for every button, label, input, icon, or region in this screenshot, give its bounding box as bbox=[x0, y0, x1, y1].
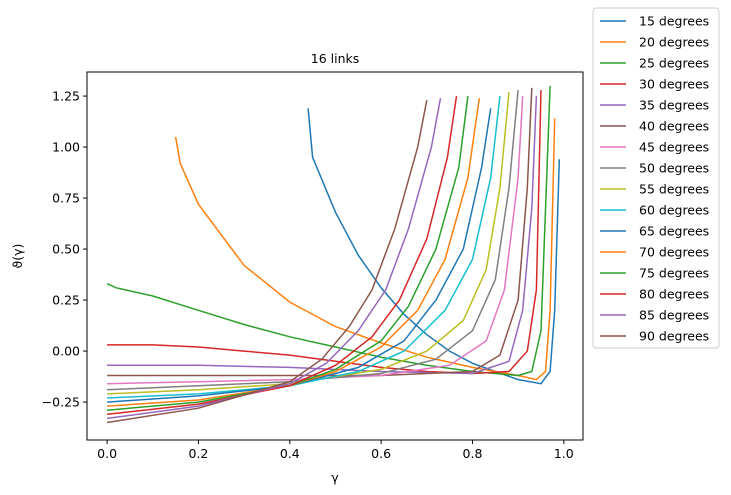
y-tick-label: 0.25 bbox=[52, 293, 80, 308]
x-tick-label: 0.0 bbox=[97, 446, 117, 461]
legend-label: 20 degrees bbox=[639, 35, 709, 50]
series-line bbox=[107, 108, 492, 403]
legend-label: 85 degrees bbox=[639, 308, 709, 323]
legend-label: 90 degrees bbox=[639, 329, 709, 344]
series-line bbox=[107, 96, 524, 385]
x-tick-label: 1.0 bbox=[554, 446, 574, 461]
series-line bbox=[174, 118, 556, 381]
series-line bbox=[107, 89, 542, 375]
y-tick-label: −0.25 bbox=[42, 395, 80, 410]
series-line bbox=[307, 108, 561, 385]
x-tick-label: 0.8 bbox=[463, 446, 483, 461]
legend-label: 60 degrees bbox=[639, 203, 709, 218]
legend-label: 80 degrees bbox=[639, 287, 709, 302]
legend-label: 35 degrees bbox=[639, 98, 709, 113]
series-line bbox=[107, 96, 538, 375]
x-tick-label: 0.6 bbox=[371, 446, 391, 461]
chart-title: 16 links bbox=[311, 51, 360, 66]
legend-label: 45 degrees bbox=[639, 140, 709, 155]
x-tick-label: 0.2 bbox=[188, 446, 208, 461]
legend-box bbox=[592, 7, 720, 349]
y-axis-label: ϑ(γ) bbox=[10, 244, 25, 269]
series-line bbox=[106, 100, 428, 424]
series-line bbox=[107, 89, 519, 391]
y-tick-label: 1.00 bbox=[52, 140, 80, 155]
x-axis-label: γ bbox=[331, 470, 339, 485]
series-line bbox=[107, 97, 481, 407]
legend-label: 55 degrees bbox=[639, 182, 709, 197]
y-tick-label: 1.25 bbox=[52, 89, 80, 104]
series-line bbox=[107, 96, 501, 399]
legend-label: 50 degrees bbox=[639, 161, 709, 176]
series-line bbox=[107, 96, 469, 411]
plot-frame bbox=[86, 71, 584, 441]
legend-label: 70 degrees bbox=[639, 245, 709, 260]
legend-label: 25 degrees bbox=[639, 56, 709, 71]
legend-label: 15 degrees bbox=[639, 14, 709, 29]
series-line bbox=[107, 87, 533, 377]
y-tick-label: 0.75 bbox=[52, 191, 80, 206]
legend-label: 40 degrees bbox=[639, 119, 709, 134]
series-line bbox=[106, 85, 551, 377]
legend-label: 65 degrees bbox=[639, 224, 709, 239]
y-tick-label: 0.00 bbox=[52, 344, 80, 359]
series-line bbox=[107, 91, 510, 395]
y-tick-label: 0.50 bbox=[52, 242, 80, 257]
legend-label: 75 degrees bbox=[639, 266, 709, 281]
x-tick-label: 0.4 bbox=[280, 446, 300, 461]
legend-label: 30 degrees bbox=[639, 77, 709, 92]
